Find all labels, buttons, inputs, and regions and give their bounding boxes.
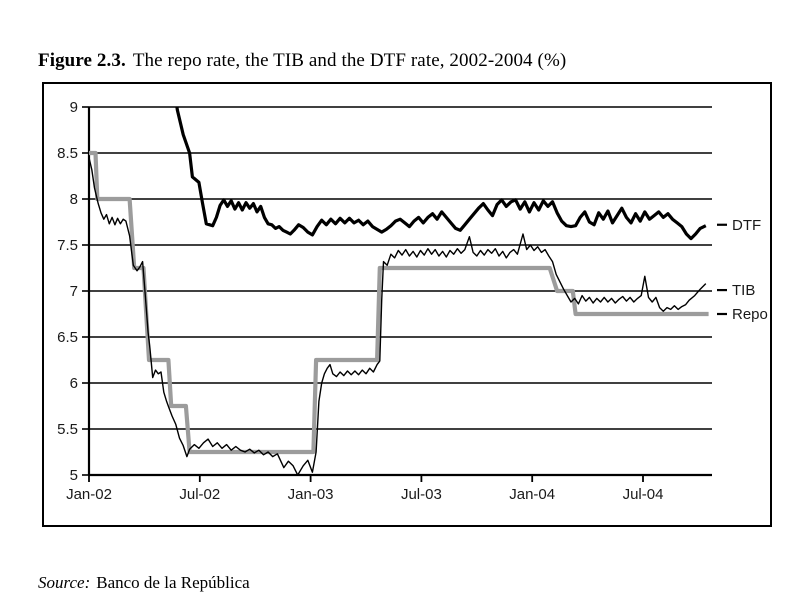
figure-title: Figure 2.3. The repo rate, the TIB and th…	[38, 49, 778, 73]
series-line-tib	[89, 157, 707, 475]
y-tick-label-7: 7	[70, 283, 78, 300]
figure-number: Figure 2.3.	[38, 50, 126, 71]
figure-caption: The repo rate, the TIB and the DTF rate,…	[132, 50, 567, 71]
y-tick-label-8: 8	[70, 191, 78, 208]
legend-label-tib: TIB	[732, 282, 755, 299]
y-tick-label-7.5: 7.5	[57, 237, 78, 254]
series-line-repo	[89, 150, 709, 455]
x-tick-label-Jan-03: Jan-03	[288, 486, 334, 503]
chart-frame: 5 5.5 6 6.5 7 7.5 8 8.5 9 Jan-02 Jul-02 Jan-03 Jul-0…	[42, 82, 772, 527]
y-tick-label-6: 6	[70, 375, 78, 392]
source-text: Banco de la República	[96, 573, 250, 592]
line-chart: 5 5.5 6 6.5 7 7.5 8 8.5 9 Jan-02 Jul-02 Jan-03 Jul-0…	[57, 99, 768, 503]
x-tick-label-Jan-02: Jan-02	[66, 486, 112, 503]
x-tick-label-Jul-02: Jul-02	[179, 486, 220, 503]
y-tick-label-6.5: 6.5	[57, 329, 78, 346]
source-line: Source: Banco de la República	[38, 573, 538, 593]
legend-label-dtf: DTF	[732, 217, 761, 234]
x-tick-label-Jan-04: Jan-04	[509, 486, 555, 503]
x-tick-label-Jul-04: Jul-04	[623, 486, 664, 503]
y-tick-label-8.5: 8.5	[57, 145, 78, 162]
y-tick-label-5.5: 5.5	[57, 421, 78, 438]
series-line-dtf	[175, 107, 707, 241]
source-label: Source:	[38, 573, 91, 592]
y-tick-label-9: 9	[70, 99, 78, 116]
legend-label-repo: Repo	[732, 306, 768, 323]
x-tick-label-Jul-03: Jul-03	[401, 486, 442, 503]
y-tick-label-5: 5	[70, 467, 78, 484]
